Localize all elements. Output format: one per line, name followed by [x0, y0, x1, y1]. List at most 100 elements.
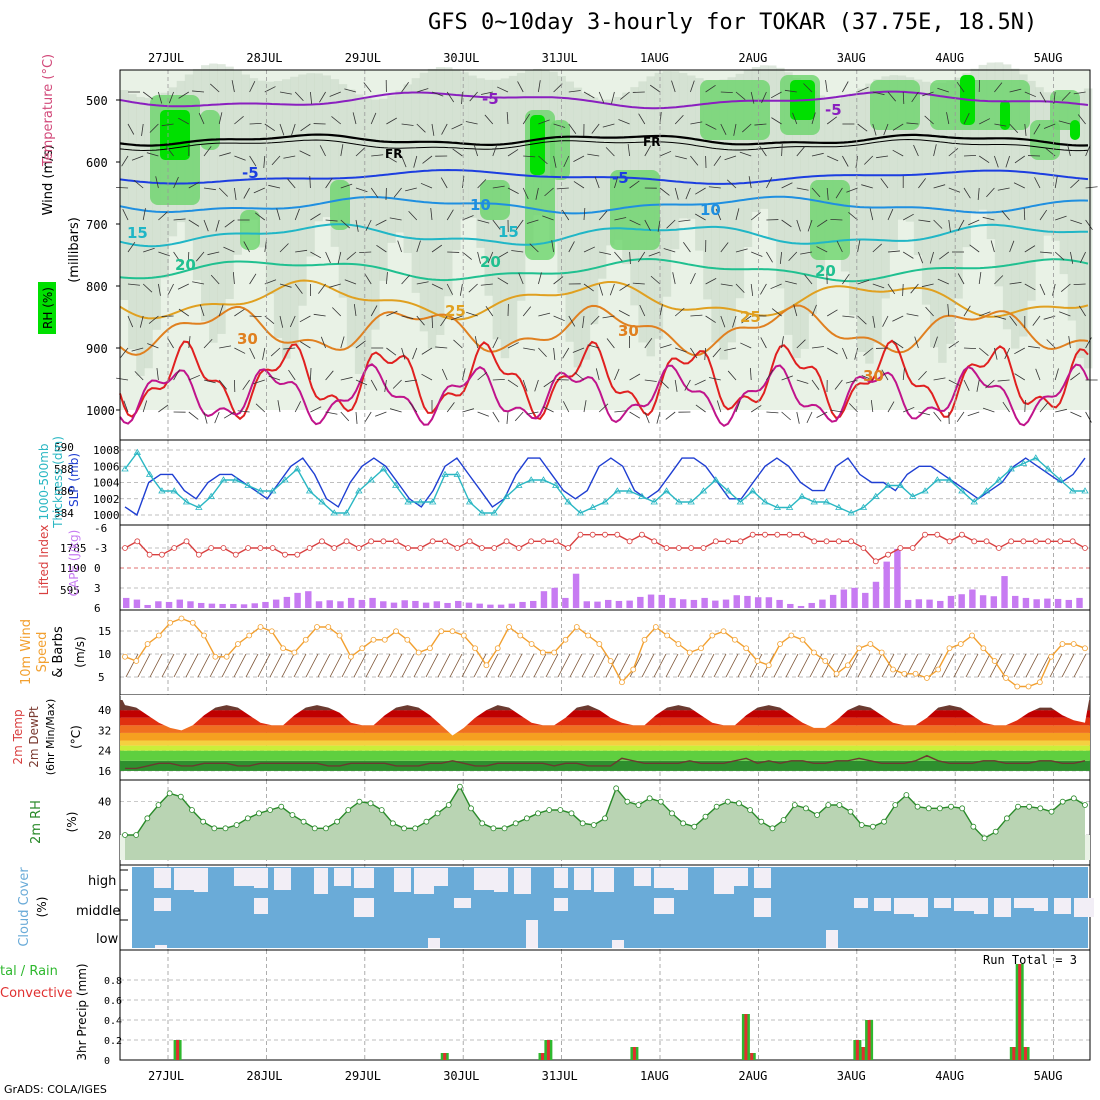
thickness-line-point [896, 481, 905, 488]
wind-barb [553, 83, 563, 93]
temp-mask [120, 695, 1090, 736]
date-label-bottom: 29JUL [345, 1069, 381, 1083]
wind-barb [963, 379, 970, 391]
rh-line-point [300, 818, 307, 825]
wind-speed-line-point [427, 645, 433, 652]
wind-speed-line-point [178, 615, 185, 622]
rh-line-point [780, 817, 787, 823]
wind-barb [713, 155, 722, 167]
rh-shade [849, 93, 858, 316]
lifted-index-line-point [355, 545, 362, 551]
rh-line-point [657, 798, 664, 805]
wind-speed-line-point [528, 641, 535, 647]
wind-barb [748, 176, 752, 189]
surface-wind-barb [1061, 653, 1075, 678]
rh-line-point [267, 807, 274, 813]
cape-bar [626, 600, 633, 608]
wind-barb [195, 251, 205, 262]
wind-barb [263, 155, 266, 168]
wind-barb [431, 244, 443, 253]
surface-wind-barb [425, 653, 439, 678]
wind-barb [807, 219, 813, 232]
rh-shade [387, 95, 396, 243]
cape-bar [744, 595, 751, 608]
wind-barb [938, 251, 950, 260]
lifted-index-line-point [171, 545, 178, 551]
thickness-line-point [428, 498, 437, 505]
cape-bar [958, 594, 965, 608]
wind-barb [1070, 219, 1082, 225]
rh2m-axis-label: 2m RH [29, 800, 44, 844]
wind-barb [299, 150, 311, 157]
surface-wind-barb [593, 653, 607, 678]
wind-barb [1079, 251, 1086, 263]
wind-barb [142, 91, 154, 100]
wind-barb [283, 155, 296, 159]
wind-barb [1060, 283, 1071, 293]
wind-barb [659, 344, 672, 349]
wind-barb [705, 84, 716, 93]
rh-shade [678, 72, 688, 219]
rh-line-point [490, 825, 497, 832]
thickness-line-point [293, 465, 302, 472]
cape-bar [519, 601, 526, 608]
thickness-line-point [392, 481, 400, 488]
wind-barb [365, 219, 372, 231]
wind-barb [466, 311, 478, 317]
wind-barb [218, 112, 223, 125]
surface-wind-barb [641, 653, 655, 678]
thickness-line-point [1007, 465, 1015, 472]
wind-barb [401, 274, 410, 285]
wind-barb [587, 153, 600, 157]
wind-barb [750, 283, 754, 296]
wind-barb [462, 215, 474, 221]
wind-barb [167, 283, 174, 295]
temperature-contours [119, 90, 1089, 427]
wind-barb [997, 187, 1010, 191]
wind-barb [492, 185, 505, 189]
wind-barb [133, 179, 144, 189]
rh-line-point [981, 835, 988, 842]
temperature-contour [119, 279, 1089, 321]
thickness-line-point [995, 476, 1003, 483]
wind-barb [864, 155, 874, 165]
temperature-contour [119, 304, 1089, 357]
surface-wind-barb [821, 653, 835, 678]
wind-barb [827, 155, 839, 162]
surface-wind-barb [557, 653, 571, 678]
wind-barb [203, 219, 209, 232]
wind-barb [529, 243, 539, 253]
wind-barb [1005, 155, 1010, 168]
surface-wind-barb [269, 653, 283, 678]
wind-barb [561, 209, 570, 221]
rh-line-point [479, 820, 486, 827]
lifted-index-line-point [922, 531, 928, 538]
rh-high [700, 80, 770, 140]
wind-barb [553, 315, 565, 322]
temperature-contour [119, 195, 1089, 215]
temperature-contour [119, 168, 1089, 185]
surface-wind-barb [209, 653, 223, 678]
wind-barb [1023, 207, 1026, 221]
rh-shade [573, 87, 583, 368]
thickness-line-point [748, 487, 757, 494]
cloud-clear-mid [934, 898, 951, 908]
wind-speed-line-point [235, 641, 241, 647]
cape-bar [797, 605, 805, 608]
wind-barb [249, 273, 257, 285]
surface-wind-barb [473, 653, 487, 678]
wind-barb [376, 244, 387, 253]
cloud-clear-high [654, 868, 674, 888]
wind-barb [276, 208, 281, 221]
surface-wind-barb [185, 653, 199, 678]
rh-shade [346, 89, 356, 348]
cloud-clear-high [174, 868, 194, 890]
wind-barb [1032, 315, 1041, 326]
wind-barb [1070, 372, 1081, 381]
wind-barb [319, 145, 326, 157]
wind-barb [781, 336, 784, 349]
wind-speed-line-point [991, 658, 998, 664]
thickness-line-point [601, 498, 609, 505]
rh-line-point [724, 798, 731, 805]
wind-speed-line-point [709, 632, 716, 639]
